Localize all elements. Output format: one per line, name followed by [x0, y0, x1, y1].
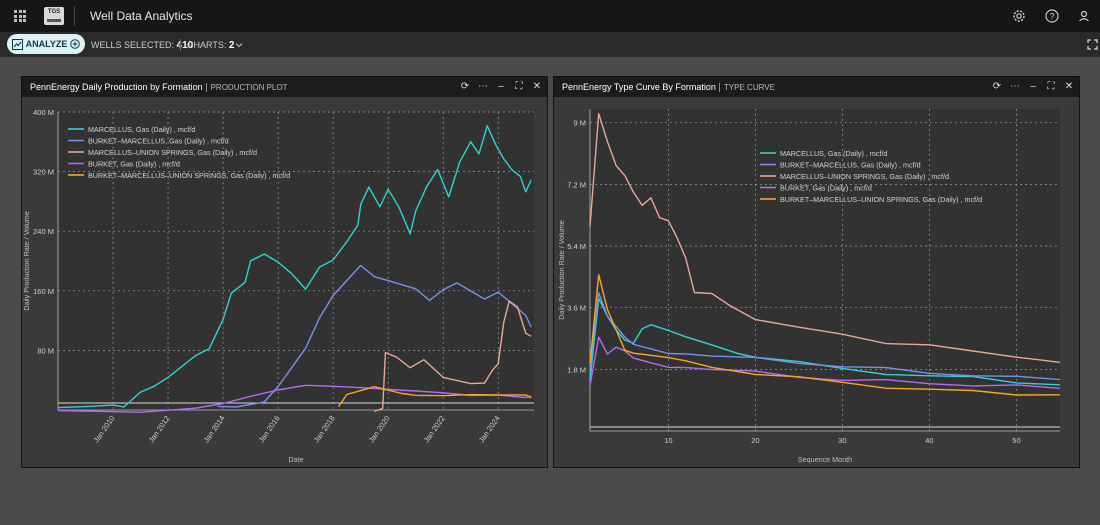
maximize-icon[interactable]: ⛶ — [1047, 81, 1055, 92]
x-tick-label: Jan 2018 — [312, 414, 337, 444]
x-tick-label: 10 — [664, 436, 672, 445]
type-curve-panel: PennEnergy Type Curve By Formation TYPE C… — [553, 76, 1080, 468]
plot-area — [58, 112, 534, 410]
expand-icon[interactable] — [1087, 39, 1098, 50]
wells-selected: WELLS SELECTED: 410 — [91, 40, 193, 51]
x-tick-label: 50 — [1012, 436, 1020, 445]
toolbar: ANALYZE WELLS SELECTED: 410 CHARTS: 2 — [0, 32, 1100, 57]
panel-header: PennEnergy Type Curve By Formation TYPE C… — [554, 77, 1079, 97]
close-icon[interactable]: ✕ — [532, 81, 542, 92]
panel-subtitle: PRODUCTION PLOT — [205, 83, 288, 92]
maximize-icon[interactable]: ⛶ — [515, 81, 523, 92]
toolbar-divider — [180, 39, 181, 51]
legend-label: BURKET–MARCELLUS, Gas (Daily) , mcf/d — [780, 160, 921, 169]
user-icon[interactable] — [1076, 8, 1092, 24]
y-tick-label: 1.8 M — [567, 365, 586, 374]
settings-icon[interactable] — [1011, 8, 1027, 24]
x-tick-label: Jan 2016 — [257, 414, 282, 444]
more-icon[interactable]: ⋯ — [1010, 81, 1020, 92]
y-tick-label: 7.2 M — [567, 180, 586, 189]
y-tick-label: 320 M — [33, 168, 54, 177]
y-axis-title: Daily Production Rate / Volume — [22, 211, 31, 310]
minimize-icon[interactable]: – — [498, 81, 504, 92]
charts-label: CHARTS: — [187, 40, 227, 50]
charts-value: 2 — [228, 40, 235, 51]
charts-count[interactable]: CHARTS: 2 — [187, 40, 234, 51]
app-title: Well Data Analytics — [90, 9, 193, 23]
series-line — [589, 336, 1061, 389]
series-line — [217, 264, 532, 408]
wells-selected-label: WELLS SELECTED: — [91, 40, 175, 50]
type-curve-chart[interactable]: 1.8 M 3.6 M 5.4 M 7.2 M 9 M 10 20 30 40 50 MARCELL… — [554, 97, 1079, 467]
y-tick-label: 5.4 M — [567, 242, 586, 251]
y-tick-label: 3.6 M — [567, 304, 586, 313]
refresh-icon[interactable]: ⟳ — [992, 81, 1002, 92]
panel-subtitle: TYPE CURVE — [718, 83, 775, 92]
series-line — [374, 300, 532, 413]
legend-label: MARCELLUS, Gas (Daily) , mcf/d — [780, 149, 887, 158]
y-tick-label: 80 M — [37, 346, 54, 355]
analyze-button[interactable]: ANALYZE — [7, 34, 85, 54]
x-tick-label: Jan 2024 — [477, 414, 502, 444]
more-icon[interactable]: ⋯ — [478, 81, 488, 92]
legend-label: MARCELLUS, Gas (Daily) , mcf/d — [88, 125, 195, 134]
x-tick-label: Jan 2022 — [422, 414, 447, 444]
production-plot-panel: PennEnergy Daily Production by Formation… — [21, 76, 548, 468]
legend-label: BURKET–MARCELLUS–UNION SPRINGS, Gas (Dai… — [88, 171, 290, 180]
tgs-logo: TGS — [44, 7, 64, 25]
panel-header: PennEnergy Daily Production by Formation… — [22, 77, 547, 97]
legend-label: BURKET, Gas (Daily) , mcf/d — [780, 183, 872, 192]
legend-label: MARCELLUS–UNION SPRINGS, Gas (Daily) , m… — [88, 148, 257, 157]
chevron-down-icon[interactable] — [235, 42, 243, 48]
analyze-label: ANALYZE — [25, 39, 68, 49]
x-tick-label: Jan 2020 — [367, 414, 392, 444]
legend-label: BURKET, Gas (Daily) , mcf/d — [88, 159, 180, 168]
series-line — [338, 386, 532, 408]
legend-label: BURKET–MARCELLUS, Gas (Daily) , mcf/d — [88, 136, 229, 145]
refresh-icon[interactable]: ⟳ — [460, 81, 470, 92]
x-tick-label: Jan 2010 — [92, 414, 117, 444]
series-line — [589, 274, 1061, 396]
production-chart[interactable]: 80 M 160 M 240 M 320 M 400 M Jan 2010 Jan 2012… — [22, 97, 547, 467]
x-axis-title: Date — [288, 455, 303, 464]
header-divider — [74, 6, 75, 26]
x-tick-label: Jan 2012 — [147, 414, 172, 444]
top-bar: TGS Well Data Analytics ? — [0, 0, 1100, 33]
help-icon[interactable]: ? — [1044, 8, 1060, 24]
x-tick-label: Jan 2014 — [202, 414, 227, 444]
legend-label: BURKET–MARCELLUS–UNION SPRINGS, Gas (Dai… — [780, 195, 982, 204]
apps-grid-icon[interactable] — [14, 10, 26, 22]
panel-title: PennEnergy Daily Production by Formation… — [30, 82, 288, 92]
chart-icon — [11, 38, 23, 50]
add-circle-icon — [70, 39, 81, 49]
x-axis-title: Sequence Month — [798, 455, 852, 464]
x-tick-label: 40 — [925, 436, 933, 445]
y-tick-label: 400 M — [33, 108, 54, 117]
y-axis-title: Daily Production Rate / Volume — [557, 220, 566, 319]
minimize-icon[interactable]: – — [1030, 81, 1036, 92]
x-tick-label: 20 — [751, 436, 759, 445]
y-tick-label: 240 M — [33, 227, 54, 236]
panel-title: PennEnergy Type Curve By Formation TYPE C… — [562, 82, 775, 92]
wells-selected-value: 410 — [176, 40, 194, 51]
series-line — [57, 125, 532, 409]
y-tick-label: 160 M — [33, 287, 54, 296]
legend-label: MARCELLUS–UNION SPRINGS, Gas (Daily) , m… — [780, 172, 949, 181]
close-icon[interactable]: ✕ — [1064, 81, 1074, 92]
x-tick-label: 30 — [838, 436, 846, 445]
svg-text:?: ? — [1049, 12, 1054, 22]
y-tick-label: 9 M — [573, 119, 586, 128]
series-line — [589, 113, 1061, 364]
